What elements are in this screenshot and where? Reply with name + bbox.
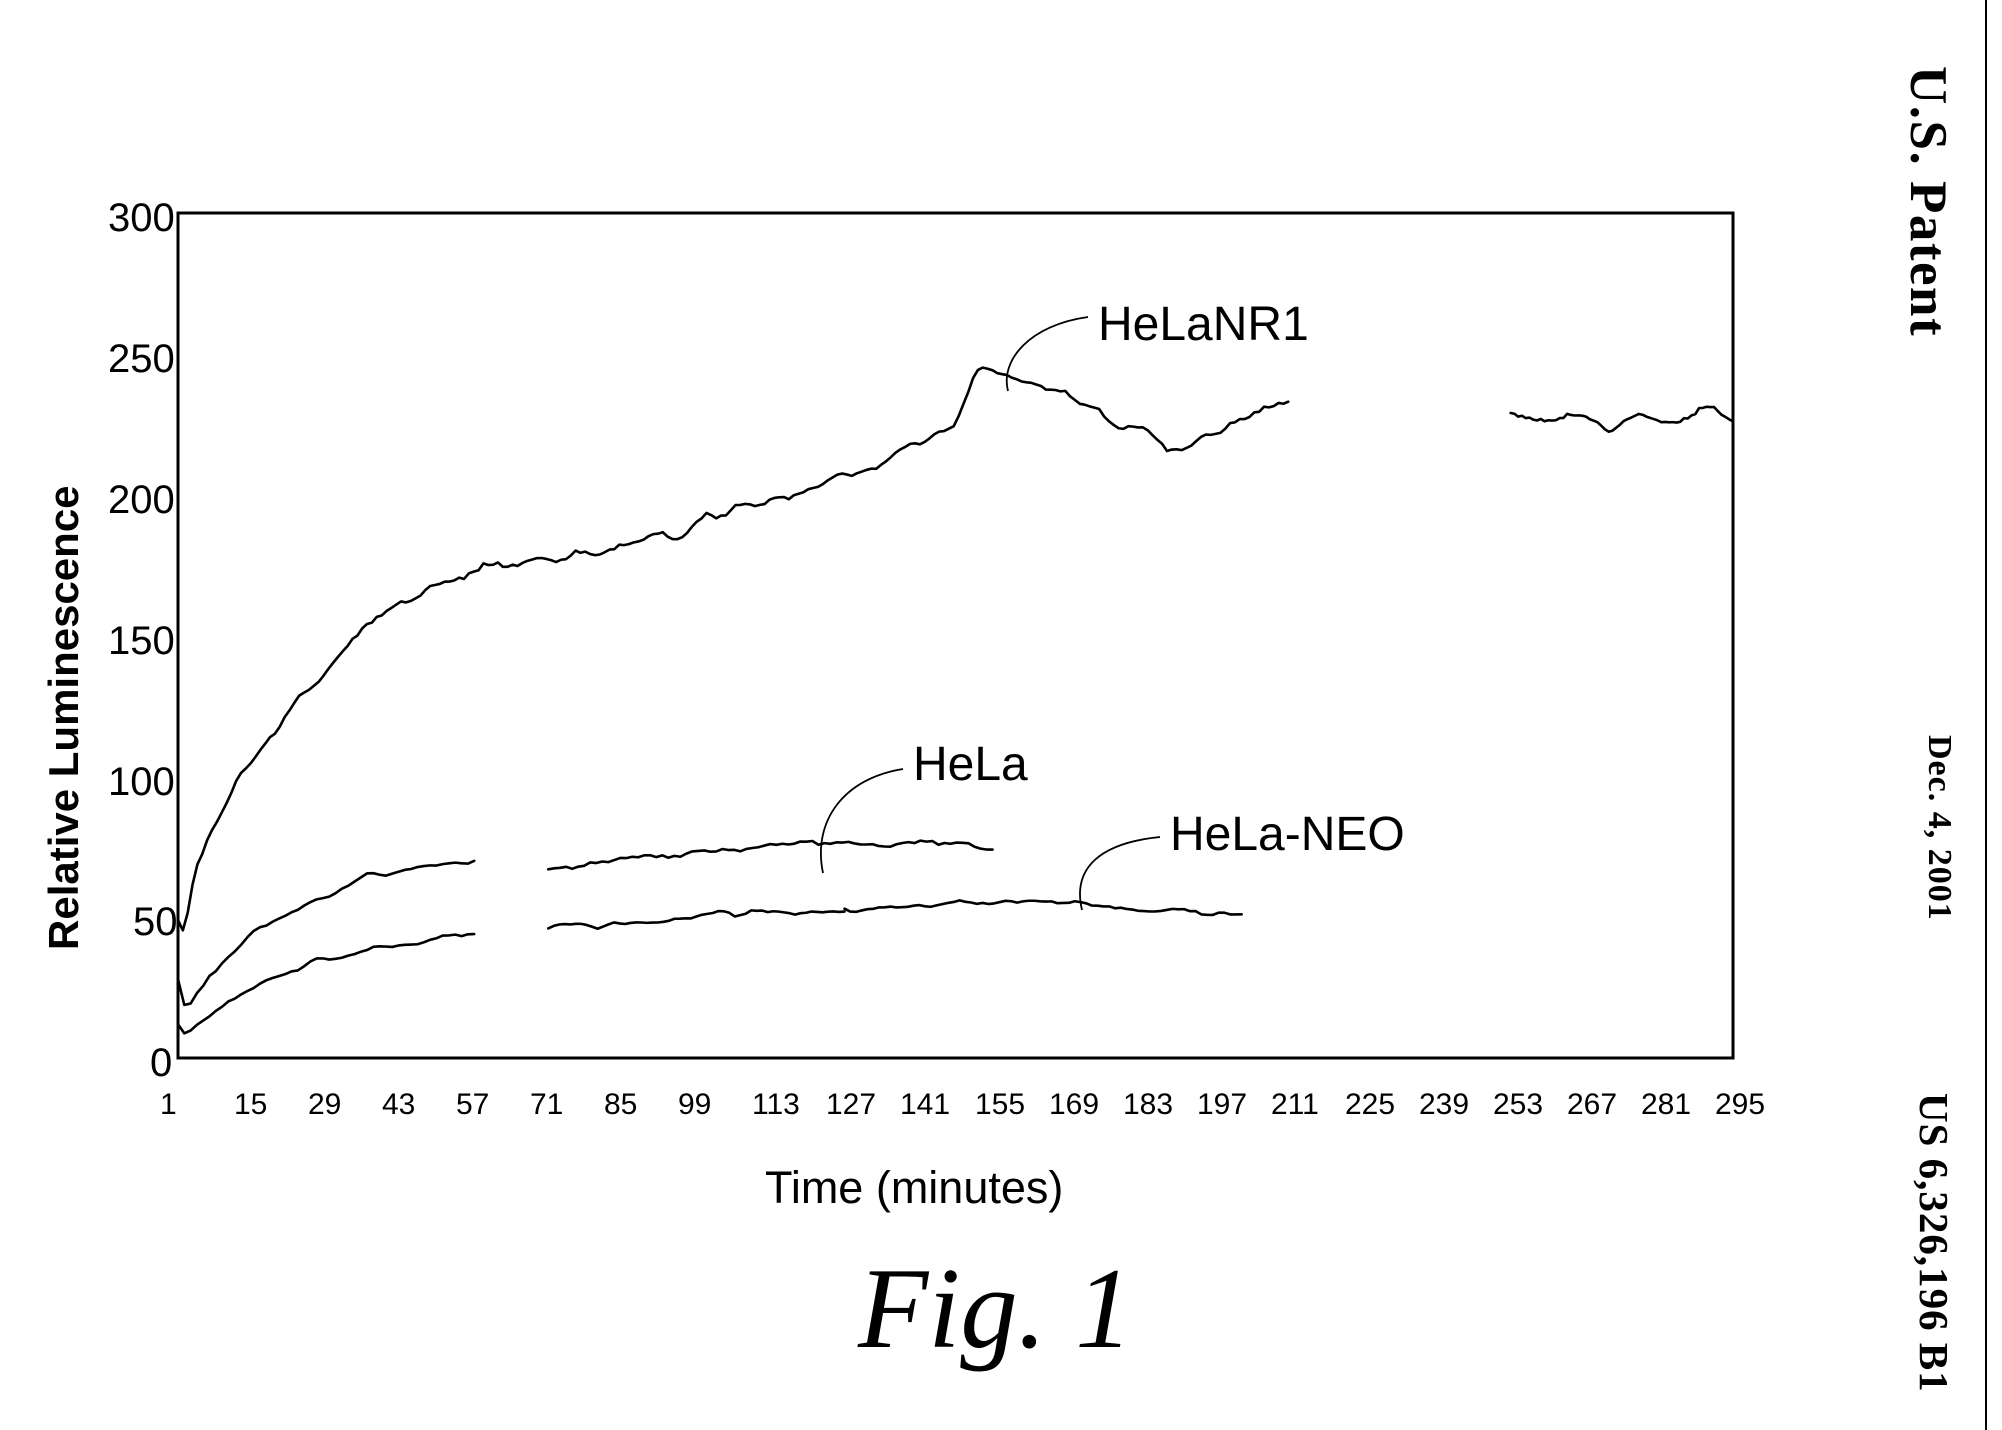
svg-text:HeLa: HeLa [913, 738, 1028, 791]
svg-text:HeLaNR1: HeLaNR1 [1098, 298, 1309, 351]
svg-text:HeLa-NEO: HeLa-NEO [1170, 808, 1405, 861]
